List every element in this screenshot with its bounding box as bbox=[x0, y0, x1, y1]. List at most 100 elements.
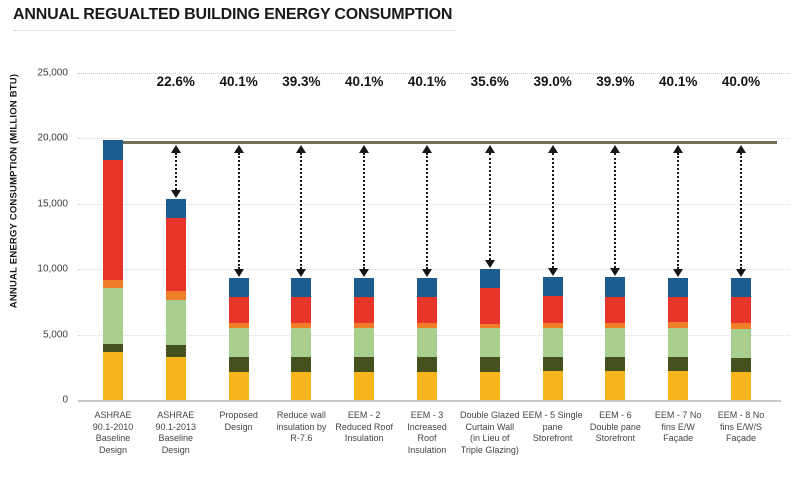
percent-label: 40.1% bbox=[345, 74, 384, 89]
percent-label: 39.9% bbox=[596, 74, 635, 89]
red-segment bbox=[103, 159, 123, 281]
bar-9 bbox=[605, 277, 626, 400]
x-axis-label: Proposed Design bbox=[219, 410, 258, 432]
reduction-arrow bbox=[296, 145, 307, 278]
dark-green-segment bbox=[291, 356, 312, 372]
red-segment bbox=[479, 288, 500, 325]
x-axis-label: Double Glazed Curtain Wall (in Lieu of Trip… bbox=[460, 410, 520, 455]
arrowhead-up-icon bbox=[673, 145, 684, 154]
gridline-15000 bbox=[78, 203, 790, 205]
yellow-segment bbox=[291, 371, 312, 400]
reduction-arrow bbox=[359, 145, 370, 278]
orange-segment bbox=[291, 322, 312, 329]
chart-title: ANNUAL REGUALTED BUILDING ENERGY CONSUMP… bbox=[13, 6, 453, 23]
yellow-segment bbox=[228, 371, 249, 400]
light-green-segment bbox=[228, 328, 249, 357]
yellow-segment bbox=[479, 371, 500, 400]
x-axis-line bbox=[78, 400, 781, 402]
arrowhead-up-icon bbox=[233, 145, 244, 154]
light-green-segment bbox=[417, 328, 437, 357]
dark-green-segment bbox=[731, 358, 751, 373]
percent-label: 39.0% bbox=[533, 74, 572, 89]
percent-label: 40.1% bbox=[659, 74, 698, 89]
red-segment bbox=[542, 296, 563, 324]
y-tick-label: 25,000 bbox=[37, 67, 68, 79]
x-axis-label: EEM - 7 No fins E/W Façade bbox=[654, 410, 702, 443]
x-axis-label: EEM - 8 No fins E/W/S Façade bbox=[717, 410, 765, 443]
bar-2 bbox=[165, 198, 186, 400]
light-green-segment bbox=[354, 328, 375, 357]
x-axis-label: Reduce wall insulation by R-7.6 bbox=[276, 410, 327, 443]
orange-segment bbox=[731, 323, 751, 329]
bar-8 bbox=[542, 277, 563, 400]
y-tick-label: 5,000 bbox=[42, 329, 68, 341]
orange-segment bbox=[479, 324, 500, 329]
arrowhead-down-icon bbox=[736, 268, 746, 277]
red-segment bbox=[731, 296, 751, 324]
baseline-reference-line bbox=[103, 141, 777, 145]
x-axis-label: ASHRAE 90.1-2013 Baseline Design bbox=[155, 410, 197, 455]
percent-label: 40.1% bbox=[407, 74, 447, 89]
light-green-segment bbox=[103, 288, 123, 344]
arrow-shaft bbox=[740, 153, 742, 269]
bar-6 bbox=[417, 278, 437, 400]
orange-segment bbox=[228, 322, 249, 329]
reduction-arrow bbox=[422, 145, 433, 278]
dark-green-segment bbox=[542, 356, 563, 371]
y-tick-label: 10,000 bbox=[37, 263, 68, 275]
x-axis-label-truncated: A bbox=[771, 410, 797, 422]
blue-segment bbox=[354, 278, 375, 297]
arrowhead-up-icon bbox=[422, 145, 432, 154]
bar-5 bbox=[354, 278, 375, 400]
blue-segment bbox=[228, 278, 249, 297]
arrowhead-up-icon bbox=[484, 145, 495, 154]
yellow-segment bbox=[605, 371, 626, 400]
reduction-arrow bbox=[673, 145, 684, 277]
arrowhead-down-icon bbox=[547, 268, 558, 277]
bar-3 bbox=[228, 278, 249, 400]
arrow-shaft bbox=[614, 153, 617, 269]
bar-11 bbox=[731, 277, 751, 400]
red-segment bbox=[417, 296, 437, 323]
y-tick-label: 0 bbox=[62, 394, 68, 406]
gridline-20000 bbox=[78, 138, 790, 140]
red-segment bbox=[354, 296, 375, 323]
light-green-segment bbox=[165, 299, 186, 346]
orange-segment bbox=[605, 322, 626, 329]
arrowhead-down-icon bbox=[359, 269, 370, 278]
red-segment bbox=[605, 296, 626, 323]
bar-10 bbox=[668, 277, 689, 400]
dark-green-segment bbox=[605, 356, 626, 372]
orange-segment bbox=[417, 322, 437, 329]
light-green-segment bbox=[668, 328, 689, 358]
blue-segment bbox=[542, 277, 563, 296]
arrowhead-up-icon bbox=[296, 145, 307, 154]
x-axis-label: EEM - 5 Single pane Storefront bbox=[522, 410, 583, 443]
yellow-segment bbox=[165, 356, 186, 400]
y-tick-label: 15,000 bbox=[37, 198, 68, 210]
bar-7 bbox=[479, 269, 500, 400]
arrow-shaft bbox=[677, 153, 680, 269]
blue-segment bbox=[605, 277, 626, 297]
arrow-shaft bbox=[551, 153, 554, 269]
orange-segment bbox=[668, 322, 689, 329]
reduction-arrow bbox=[547, 145, 558, 277]
arrowhead-up-icon bbox=[736, 145, 746, 154]
arrowhead-up-icon bbox=[610, 145, 621, 154]
percent-label: 22.6% bbox=[156, 74, 195, 89]
arrowhead-up-icon bbox=[359, 145, 370, 154]
red-segment bbox=[291, 296, 312, 323]
light-green-segment bbox=[542, 328, 563, 357]
y-tick-label: 20,000 bbox=[37, 132, 68, 144]
reduction-arrow bbox=[233, 145, 244, 278]
arrow-shaft bbox=[237, 153, 240, 270]
arrowhead-down-icon bbox=[233, 269, 244, 278]
blue-segment bbox=[479, 269, 500, 289]
title-underline bbox=[14, 30, 456, 31]
arrowhead-down-icon bbox=[296, 269, 307, 278]
red-segment bbox=[165, 218, 186, 291]
orange-segment bbox=[542, 323, 563, 329]
bar-4 bbox=[291, 278, 312, 400]
reduction-arrow bbox=[484, 145, 495, 269]
